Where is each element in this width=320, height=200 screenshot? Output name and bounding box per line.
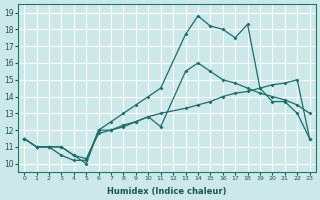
X-axis label: Humidex (Indice chaleur): Humidex (Indice chaleur) [107,187,227,196]
